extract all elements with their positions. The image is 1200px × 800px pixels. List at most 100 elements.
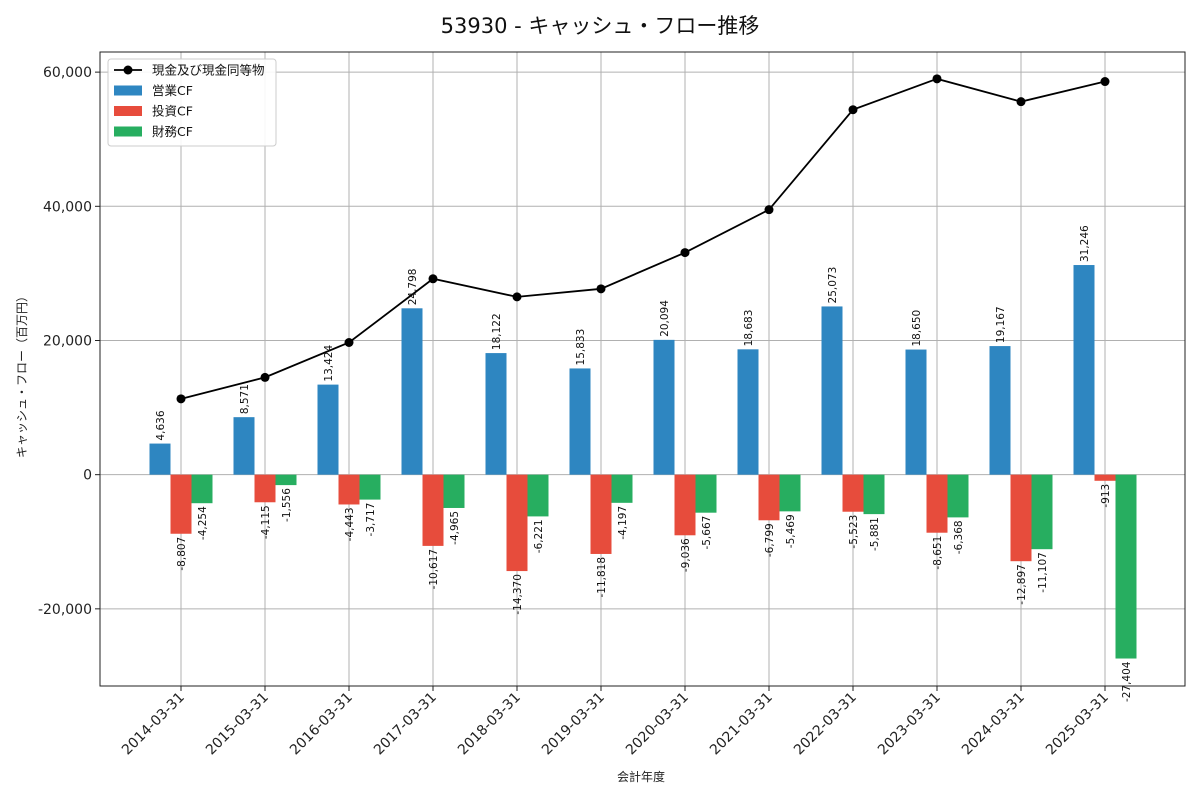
operating-cf-value-label: 18,683 <box>743 310 755 347</box>
operating-cf-value-label: 19,167 <box>995 306 1007 343</box>
investing-cf-value-label: -12,897 <box>1016 564 1028 605</box>
bar-labels: 4,636 8,571 13,424 24,798 18,122 15,833 20,094… <box>155 225 1133 702</box>
cash-line-point <box>512 292 522 302</box>
financing-cf-bar <box>863 474 885 515</box>
investing-cf-value-label: -10,617 <box>428 549 440 590</box>
legend-bar-swatch <box>114 126 142 137</box>
y-axis-label: キャッシュ・フロー（百万円） <box>15 290 29 458</box>
financing-cf-value-label: -4,965 <box>449 511 461 545</box>
financing-cf-value-label: -6,368 <box>953 520 965 554</box>
x-tick-label: 2022-03-31 <box>791 690 860 759</box>
investing-cf-bar <box>254 474 276 503</box>
investing-cf-value-label: -8,651 <box>932 536 944 570</box>
x-tick-label: 2020-03-31 <box>623 690 692 759</box>
investing-cf-bar <box>590 474 612 554</box>
operating-cf-bar <box>317 384 339 475</box>
operating-cf-value-label: 20,094 <box>659 300 671 337</box>
x-axis-label: 会計年度 <box>617 769 665 784</box>
operating-cf-bar <box>401 308 423 475</box>
operating-cf-value-label: 18,122 <box>491 313 503 350</box>
x-tick-label: 2018-03-31 <box>455 690 524 759</box>
x-tick-label: 2023-03-31 <box>875 690 944 759</box>
legend-bar-swatch <box>114 106 142 116</box>
investing-cf-value-label: -913 <box>1100 484 1112 508</box>
x-tick-label: 2014-03-31 <box>119 690 188 759</box>
investing-cf-bar <box>758 474 780 521</box>
investing-cf-value-label: -6,799 <box>764 523 776 557</box>
financing-cf-bar <box>443 474 465 508</box>
investing-cf-value-label: -9,036 <box>680 538 692 572</box>
x-tick-label: 2017-03-31 <box>371 690 440 759</box>
operating-cf-bar <box>989 346 1011 475</box>
operating-cf-bar <box>905 349 927 475</box>
investing-cf-bar <box>170 474 192 534</box>
investing-cf-bar <box>842 474 864 512</box>
operating-cf-value-label: 18,650 <box>911 310 923 347</box>
financing-cf-value-label: -3,717 <box>365 503 377 537</box>
cash-line-point <box>680 248 690 258</box>
cash-line-point <box>428 274 438 284</box>
legend-entry-investing-cf: 投資CF <box>152 104 193 119</box>
financing-cf-value-label: -5,881 <box>869 517 881 551</box>
operating-cf-value-label: 24,798 <box>407 269 419 306</box>
legend-entry-cash: 現金及び現金同等物 <box>152 63 265 78</box>
operating-cf-value-label: 25,073 <box>827 267 839 304</box>
financing-cf-bar <box>275 474 297 486</box>
financing-cf-bar <box>695 474 717 513</box>
axes: -20,000 0 20,000 40,000 60,000 2014-03-31 2015… <box>38 51 1186 759</box>
chart-title: 53930 - キャッシュ・フロー推移 <box>441 14 760 38</box>
cash-line-point <box>1016 97 1026 107</box>
cash-line-point <box>596 284 606 294</box>
operating-cf-bar <box>737 349 759 475</box>
investing-cf-value-label: -11,818 <box>596 557 608 598</box>
x-tick-label: 2016-03-31 <box>287 690 356 759</box>
investing-cf-bar <box>674 474 696 536</box>
operating-cf-bar <box>149 443 171 475</box>
operating-cf-bar <box>653 339 675 475</box>
investing-cf-value-label: -4,443 <box>344 507 356 541</box>
financing-cf-bar <box>947 474 969 518</box>
y-tick-label: 40,000 <box>43 199 92 215</box>
plot-frame <box>99 51 1186 687</box>
operating-cf-value-label: 13,424 <box>323 345 335 382</box>
investing-cf-value-label: -14,370 <box>512 574 524 615</box>
operating-cf-bar <box>1073 265 1095 475</box>
x-tick-label: 2015-03-31 <box>203 690 272 759</box>
cash-line-point <box>176 394 186 404</box>
operating-cf-value-label: 4,636 <box>155 410 167 440</box>
investing-cf-bar <box>1094 474 1116 481</box>
financing-cf-value-label: -4,254 <box>197 506 209 540</box>
financing-cf-bar <box>1031 474 1053 550</box>
financing-cf-value-label: -6,221 <box>533 519 545 553</box>
investing-cf-value-label: -8,807 <box>176 537 188 571</box>
financing-cf-value-label: -11,107 <box>1037 552 1049 593</box>
bars <box>149 265 1137 659</box>
financing-cf-value-label: -4,197 <box>617 506 629 540</box>
x-tick-label: 2025-03-31 <box>1043 690 1112 759</box>
legend-marker <box>123 65 133 75</box>
legend-bar-swatch <box>114 85 142 96</box>
investing-cf-value-label: -5,523 <box>848 515 860 549</box>
investing-cf-bar <box>338 474 360 505</box>
operating-cf-bar <box>821 306 843 475</box>
financing-cf-bar <box>611 474 633 503</box>
x-tick-label: 2019-03-31 <box>539 690 608 759</box>
financing-cf-value-label: -5,667 <box>701 516 713 550</box>
cash-line-point <box>848 105 858 115</box>
operating-cf-bar <box>569 368 591 475</box>
legend-entry-financing-cf: 財務CF <box>152 124 193 139</box>
grid <box>100 52 1185 686</box>
investing-cf-bar <box>1010 474 1032 562</box>
investing-cf-bar <box>422 474 444 546</box>
financing-cf-bar <box>191 474 213 504</box>
cash-line-point <box>1100 77 1110 87</box>
operating-cf-bar <box>233 417 255 475</box>
cash-line-point <box>764 205 774 215</box>
x-tick-label: 2021-03-31 <box>707 690 776 759</box>
legend-entry-operating-cf: 営業CF <box>152 83 193 98</box>
operating-cf-value-label: 8,571 <box>239 384 251 414</box>
y-tick-label: -20,000 <box>38 602 92 618</box>
legend-box <box>107 58 277 147</box>
operating-cf-value-label: 31,246 <box>1079 225 1091 262</box>
